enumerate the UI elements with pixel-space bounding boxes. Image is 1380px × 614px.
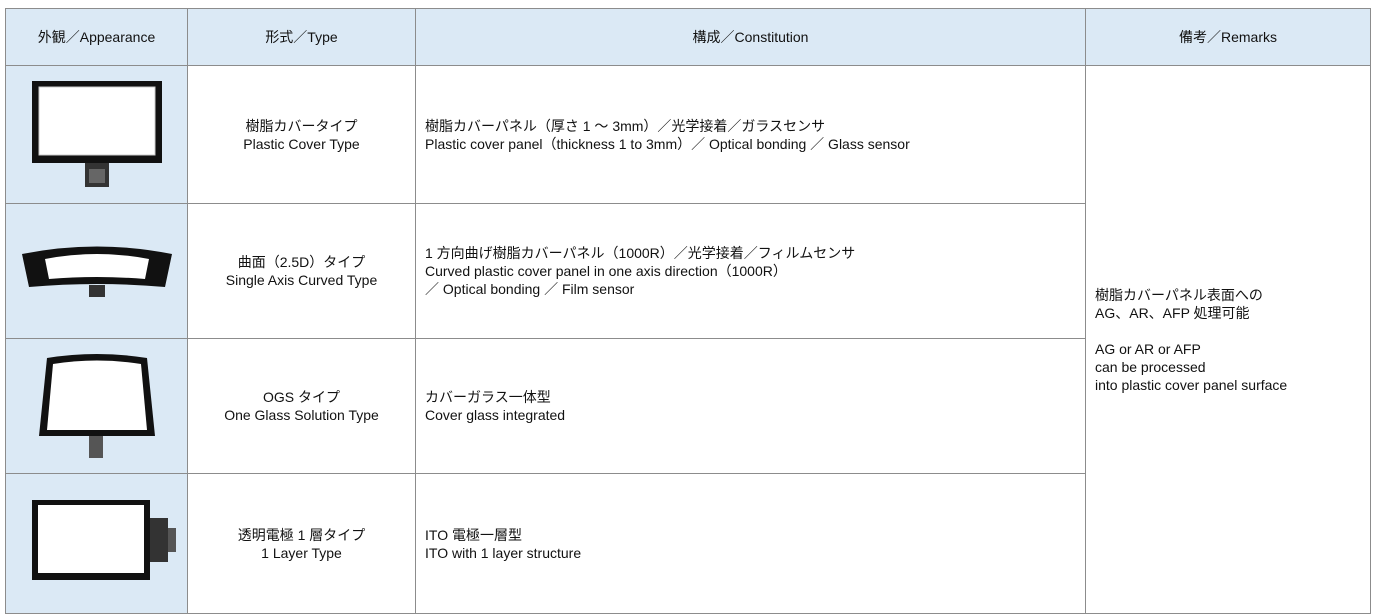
constitution-cell: 樹脂カバーパネル（厚さ 1 ～ 3mm）／光学接着／ガラスセンサ Plastic … [415, 65, 1086, 204]
remarks-cell: 樹脂カバーパネル表面への AG、AR、AFP 処理可能 AG or AR or AF… [1085, 65, 1371, 614]
table-row: 透明電極 1 層タイプ 1 Layer Type ITO 電極一層型 ITO with… [5, 473, 1371, 614]
constitution-text: ITO 電極一層型 [425, 526, 522, 543]
appearance-cell [5, 473, 188, 614]
constitution-text: Cover glass integrated [425, 407, 566, 423]
type-text: 樹脂カバータイプ [245, 117, 358, 134]
appearance-cell [5, 65, 188, 204]
constitution-text: 1 方向曲げ樹脂カバーパネル（1000R）／光学接着／フィルムセンサ [425, 245, 856, 261]
header-cell: 外観／Appearance [5, 8, 188, 66]
constitution-text: 樹脂カバーパネル（厚さ 1 ～ 3mm）／光学接着／ガラスセンサ [425, 117, 826, 134]
product-image [21, 246, 172, 297]
constitution-text: Plastic cover panel（thickness 1 to 3mm）／… [425, 135, 910, 152]
constitution-text: カバーガラス一体型 [425, 389, 551, 405]
remarks-text: AG、AR、AFP 処理可能 [1095, 304, 1250, 321]
remarks-text: into plastic cover panel surface [1095, 376, 1288, 393]
constitution-text: Curved plastic cover panel in one axis d… [425, 263, 787, 279]
type-text: 透明電極 1 層タイプ [237, 526, 366, 543]
product-image [31, 80, 162, 187]
header-cell: 備考／Remarks [1085, 8, 1371, 66]
table-row: 曲面（2.5D）タイプ Single Axis Curved Type 1 方向曲げ… [5, 203, 1371, 339]
constitution-text: ITO with 1 layer structure [425, 544, 582, 561]
type-text: Single Axis Curved Type [225, 272, 378, 288]
appearance-cell [5, 338, 188, 474]
remarks-text: can be processed [1095, 358, 1206, 375]
type-text: Plastic Cover Type [243, 135, 360, 152]
spec-table: 外観／Appearance 形式／Type 構成／Constitution 備考… [5, 8, 1371, 614]
product-image [38, 354, 155, 458]
constitution-cell: カバーガラス一体型 Cover glass integrated [415, 338, 1086, 474]
type-cell: 透明電極 1 層タイプ 1 Layer Type [187, 473, 416, 614]
type-text: OGS タイプ [262, 389, 340, 405]
constitution-cell: ITO 電極一層型 ITO with 1 layer structure [415, 473, 1086, 614]
spacer [1095, 322, 1364, 340]
type-cell: 樹脂カバータイプ Plastic Cover Type [187, 65, 416, 204]
type-cell: OGS タイプ One Glass Solution Type [187, 338, 416, 474]
product-image [31, 499, 176, 580]
header-row: 外観／Appearance 形式／Type 構成／Constitution 備考… [5, 8, 1371, 66]
constitution-text: ／ Optical bonding ／ Film sensor [425, 281, 635, 297]
type-text: One Glass Solution Type [224, 407, 379, 423]
header-cell: 形式／Type [187, 8, 416, 66]
table-row: 樹脂カバータイプ Plastic Cover Type 樹脂カバーパネル（厚さ 1 … [5, 65, 1371, 614]
table-row: OGS タイプ One Glass Solution Type カバーガラス一体型 C… [5, 338, 1371, 474]
constitution-cell: 1 方向曲げ樹脂カバーパネル（1000R）／光学接着／フィルムセンサ Curved… [415, 203, 1086, 339]
type-cell: 曲面（2.5D）タイプ Single Axis Curved Type [187, 203, 416, 339]
header-cell: 構成／Constitution [415, 8, 1086, 66]
type-text: 曲面（2.5D）タイプ [237, 254, 366, 270]
remarks-text: 樹脂カバーパネル表面への [1095, 286, 1263, 303]
remarks-text: AG or AR or AFP [1095, 340, 1201, 357]
type-text: 1 Layer Type [261, 544, 342, 561]
appearance-cell [5, 203, 188, 339]
